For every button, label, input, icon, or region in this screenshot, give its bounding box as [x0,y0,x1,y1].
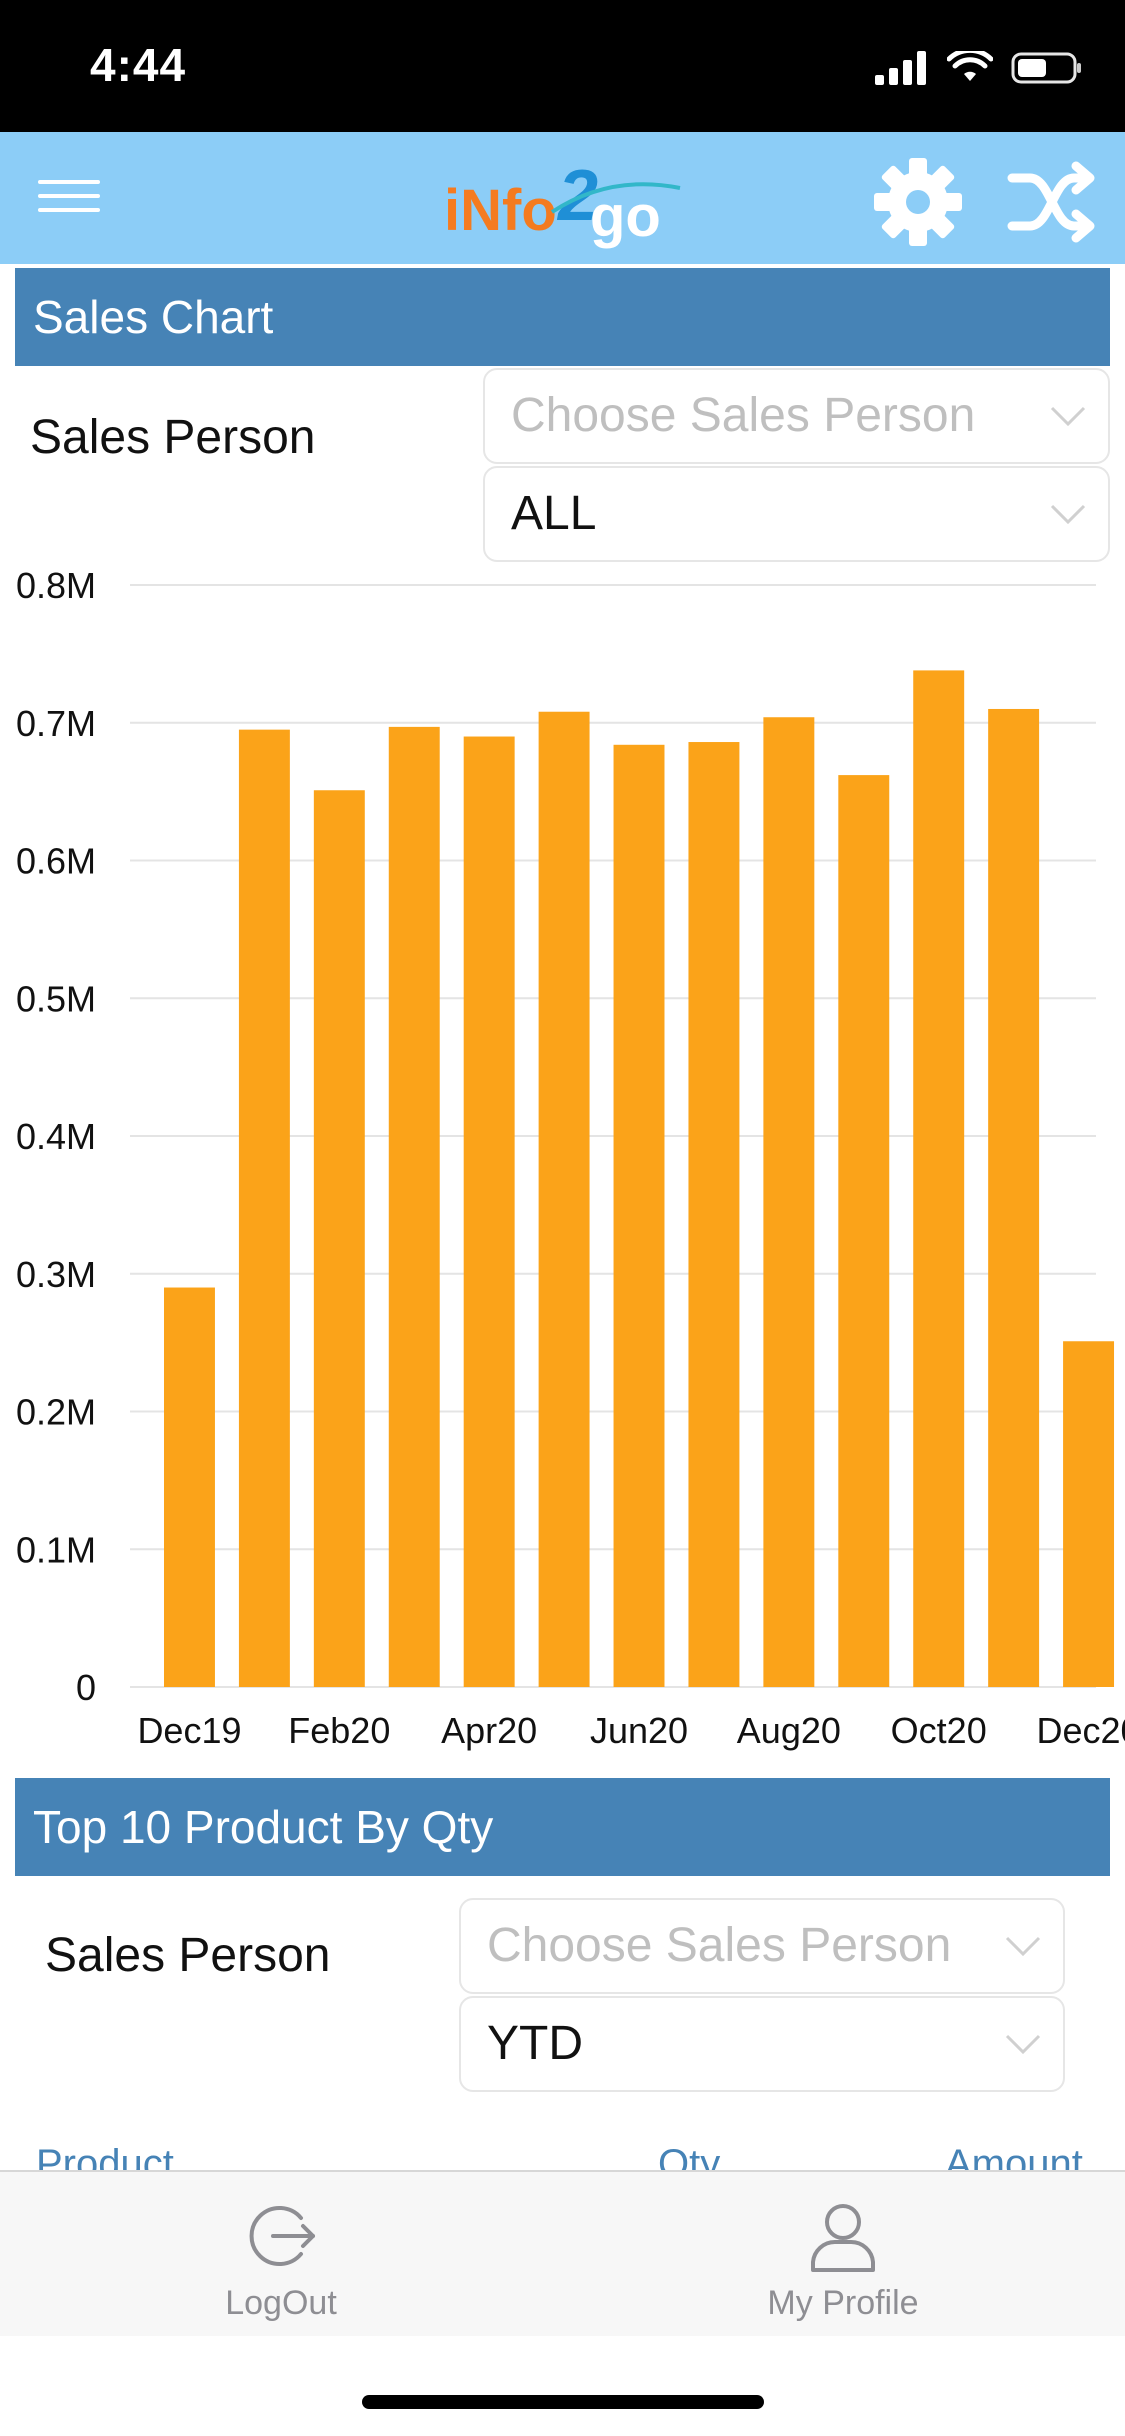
status-time: 4:44 [90,39,187,91]
y-tick-label: 0 [76,1667,96,1708]
bar-oct20[interactable] [913,670,965,1687]
sales-person-placeholder: Choose Sales Person [511,389,976,442]
y-tick-label: 0.8M [16,565,96,606]
bar-aug20[interactable] [763,717,815,1687]
chevron-down-icon [1050,406,1086,427]
chevron-down-icon [1005,2034,1041,2055]
svg-text:2: 2 [556,156,598,236]
y-tick-label: 0.4M [16,1116,96,1157]
tab-my-profile[interactable]: My Profile [693,2172,993,2338]
top-products-period-value: YTD [487,2017,583,2070]
x-tick-label: Apr20 [441,1710,537,1751]
signal-icon [875,51,926,85]
app-header: iNfo 2 go [0,132,1125,264]
y-tick-label: 0.2M [16,1392,96,1433]
bar-jan20[interactable] [238,729,290,1687]
bar-apr20[interactable] [463,736,515,1687]
user-profile-icon [811,2204,875,2272]
y-tick-label: 0.1M [16,1529,96,1570]
top-products-sales-person-label: Sales Person [45,1929,331,1982]
gear-icon[interactable] [872,156,964,248]
tab-logout[interactable]: LogOut [131,2172,431,2338]
bar-nov20[interactable] [988,708,1040,1687]
bar-dec20[interactable] [1063,1341,1115,1687]
logout-icon [249,2206,315,2266]
x-tick-label: Oct20 [891,1710,987,1751]
sales-chart-header: Sales Chart [15,268,1110,366]
bottom-tab-bar: LogOut My Profile [0,2170,1125,2336]
tab-my-profile-label: My Profile [767,2284,919,2322]
period-select-value: ALL [511,487,597,540]
chevron-down-icon [1005,1936,1041,1957]
bar-sep20[interactable] [838,775,890,1687]
bar-dec19[interactable] [164,1287,215,1687]
y-tick-label: 0.3M [16,1254,96,1295]
chart-canvas: 0 0.1M 0.2M 0.3M 0.4M 0.5M 0.6M 0.7M 0.8M Dec19 Fe… [16,565,1125,1751]
period-select[interactable]: ALL [483,466,1110,562]
x-tick-label: Jun20 [590,1710,688,1751]
bar-may20[interactable] [538,711,590,1687]
wifi-icon [947,51,993,81]
bar-feb20[interactable] [313,790,365,1687]
hamburger-menu-icon[interactable] [38,176,100,220]
top-products-header: Top 10 Product By Qty [15,1778,1110,1876]
x-tick-label: Dec19 [137,1710,241,1751]
y-tick-label: 0.6M [16,841,96,882]
top-products-sales-person-select[interactable]: Choose Sales Person [459,1898,1065,1994]
status-icons [875,48,1083,88]
bar-jul20[interactable] [688,742,740,1687]
chevron-down-icon [1050,504,1086,525]
sales-person-label: Sales Person [30,411,316,464]
x-tick-label: Feb20 [288,1710,390,1751]
top-products-period-select[interactable]: YTD [459,1996,1065,2092]
shuffle-icon[interactable] [1006,160,1098,244]
x-tick-label: Aug20 [737,1710,841,1751]
svg-text:go: go [590,184,661,249]
info2go-logo: iNfo 2 go [444,156,681,249]
y-tick-label: 0.5M [16,978,96,1019]
top-products-placeholder: Choose Sales Person [487,1919,952,1972]
sales-bar-chart: 0 0.1M 0.2M 0.3M 0.4M 0.5M 0.6M 0.7M 0.8M Dec19 Fe… [0,560,1125,1760]
battery-icon [1011,52,1081,84]
svg-text:iNfo: iNfo [444,178,557,243]
bar-mar20[interactable] [388,726,440,1687]
status-bar: 4:44 [0,0,1125,132]
sales-person-select[interactable]: Choose Sales Person [483,368,1110,464]
tab-logout-label: LogOut [225,2284,337,2322]
home-indicator [362,2395,764,2409]
bar-jun20[interactable] [613,744,665,1687]
x-tick-label: Dec20 [1037,1710,1125,1751]
y-tick-label: 0.7M [16,703,96,744]
